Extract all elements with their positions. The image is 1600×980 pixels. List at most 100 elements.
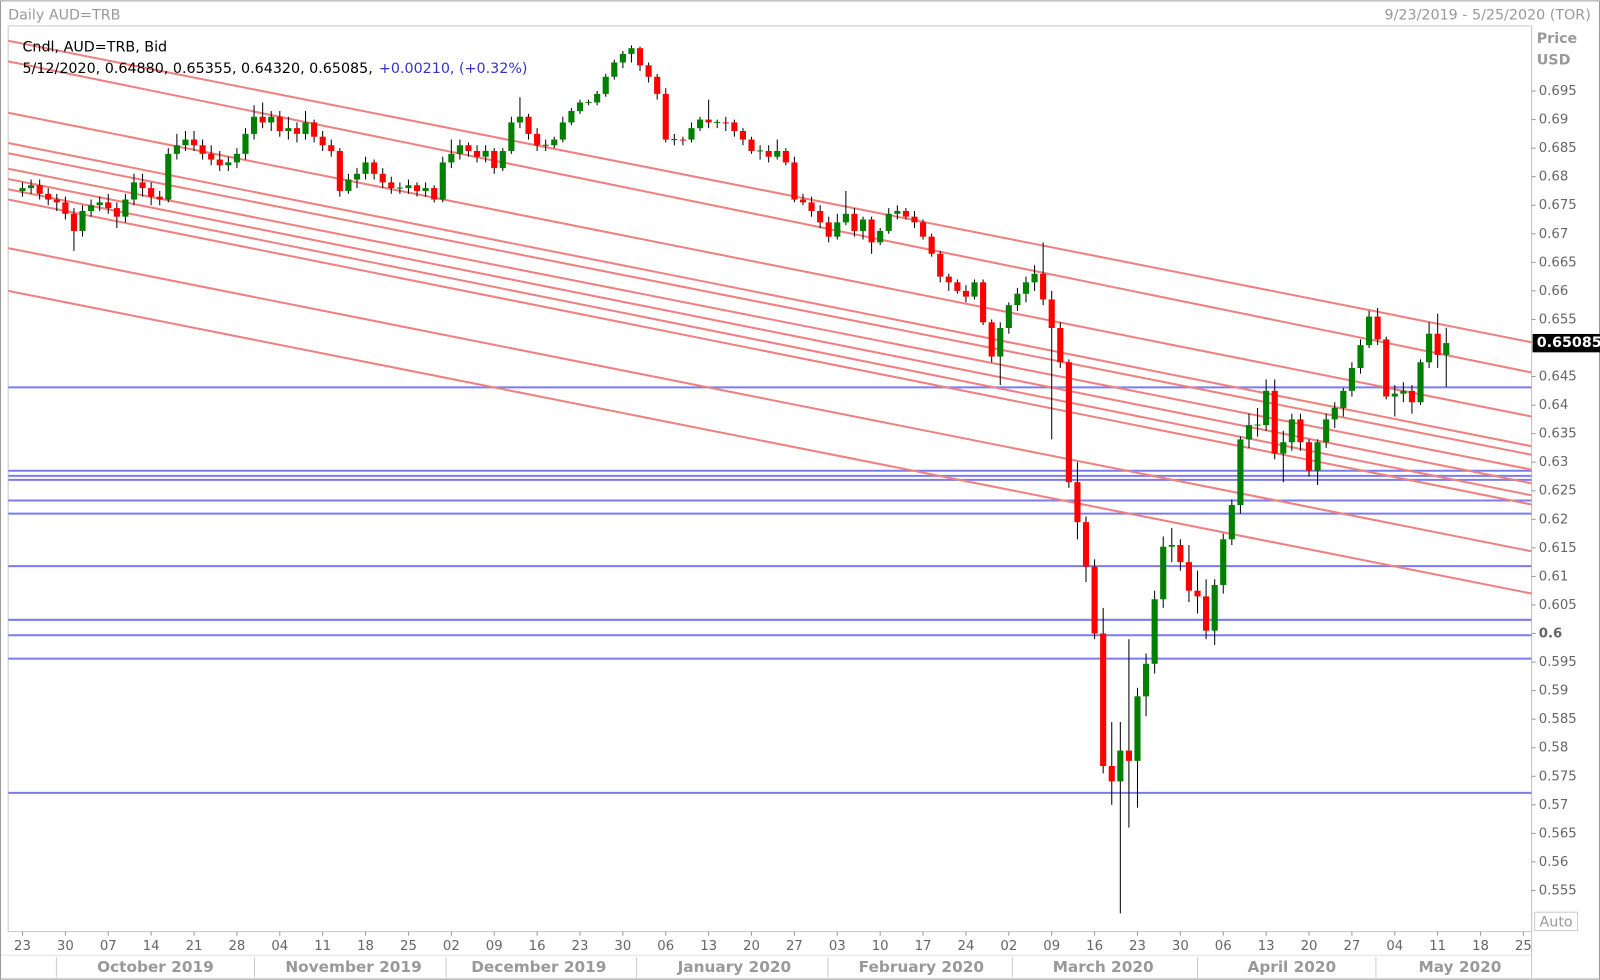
candle bbox=[19, 182, 26, 197]
candle-body bbox=[902, 210, 909, 217]
candle bbox=[1005, 302, 1012, 334]
x-tick-label: 30 bbox=[1172, 939, 1189, 954]
candle bbox=[954, 279, 961, 294]
candle bbox=[388, 176, 395, 194]
candle-body bbox=[165, 153, 172, 200]
y-tick-label: 0.655 bbox=[1539, 312, 1577, 327]
y-tick-label: 0.59 bbox=[1539, 684, 1569, 699]
candle bbox=[808, 196, 815, 217]
candle-body bbox=[1408, 390, 1416, 403]
candle-body bbox=[499, 150, 506, 169]
candle-body bbox=[79, 210, 86, 231]
month-label: March 2020 bbox=[1053, 958, 1154, 976]
y-tick-label: 0.575 bbox=[1539, 769, 1577, 784]
y-tick-label: 0.675 bbox=[1539, 198, 1577, 213]
month-label: January 2020 bbox=[677, 958, 792, 976]
y-tick-label: 0.63 bbox=[1539, 455, 1569, 470]
candle bbox=[636, 46, 644, 72]
candle bbox=[1117, 722, 1124, 914]
candle-body bbox=[1357, 345, 1364, 368]
candle bbox=[1383, 336, 1390, 400]
candle bbox=[774, 139, 781, 160]
candle-body bbox=[791, 162, 798, 200]
candle bbox=[628, 45, 635, 63]
candle bbox=[1237, 436, 1244, 514]
candle bbox=[662, 88, 669, 143]
candle-body bbox=[465, 145, 472, 151]
candle-body bbox=[96, 202, 103, 206]
candle-body bbox=[885, 213, 892, 231]
candle-body bbox=[619, 53, 626, 63]
candle bbox=[559, 116, 566, 143]
candle-body bbox=[928, 236, 935, 254]
candle bbox=[1288, 413, 1295, 451]
candle-body bbox=[954, 282, 961, 291]
candle-body bbox=[576, 102, 584, 112]
y-tick-label: 0.66 bbox=[1539, 284, 1569, 299]
candle-body bbox=[311, 122, 318, 137]
y-tick-label: 0.605 bbox=[1539, 598, 1577, 613]
candle-body bbox=[1014, 293, 1021, 306]
x-tick-label: 06 bbox=[1215, 939, 1232, 954]
y-tick-label: 0.61 bbox=[1539, 569, 1569, 584]
candle bbox=[130, 173, 138, 206]
candle bbox=[757, 145, 764, 160]
candle-body bbox=[980, 282, 987, 323]
candle-body bbox=[671, 138, 678, 141]
candle-body bbox=[1134, 696, 1141, 761]
axis-unit: USD bbox=[1537, 53, 1571, 69]
candle bbox=[353, 168, 361, 189]
candle bbox=[328, 139, 335, 157]
candle-body bbox=[122, 199, 129, 217]
candle-body bbox=[139, 182, 146, 189]
candle-body bbox=[1100, 633, 1107, 767]
candle bbox=[842, 190, 849, 226]
candle-body bbox=[534, 133, 541, 146]
x-tick-label: 18 bbox=[357, 939, 374, 954]
candle-body bbox=[988, 322, 995, 357]
scale-mode-box[interactable] bbox=[1534, 911, 1579, 932]
y-tick-label: 0.615 bbox=[1539, 541, 1577, 556]
candle bbox=[1057, 322, 1064, 368]
candle bbox=[53, 193, 60, 211]
x-tick-label: 07 bbox=[100, 939, 117, 954]
month-label: November 2019 bbox=[285, 958, 421, 976]
candle bbox=[1185, 545, 1193, 603]
candle bbox=[105, 193, 112, 214]
candle-body bbox=[1160, 546, 1167, 600]
candle bbox=[671, 133, 678, 146]
candle-body bbox=[551, 139, 558, 146]
y-tick-label: 0.685 bbox=[1539, 141, 1577, 156]
candle-body bbox=[1323, 419, 1330, 443]
trendline bbox=[8, 39, 1532, 344]
candle bbox=[1391, 385, 1398, 417]
candle bbox=[1022, 276, 1030, 303]
candle-body bbox=[242, 133, 249, 154]
candle bbox=[697, 116, 704, 132]
candle bbox=[1177, 539, 1184, 571]
candle bbox=[1323, 413, 1330, 448]
candle-body bbox=[456, 145, 463, 154]
candle-body bbox=[1031, 273, 1038, 283]
candle-body bbox=[302, 122, 309, 134]
candle-body bbox=[1245, 425, 1253, 440]
candle-body bbox=[371, 162, 378, 174]
candle bbox=[714, 119, 721, 129]
candle bbox=[997, 322, 1004, 386]
candle bbox=[877, 228, 884, 246]
y-tick-label: 0.62 bbox=[1539, 512, 1569, 527]
candle bbox=[259, 102, 266, 129]
candle bbox=[371, 159, 378, 180]
candle-body bbox=[53, 199, 60, 203]
y-tick-label: 0.645 bbox=[1539, 370, 1577, 385]
candle bbox=[1082, 516, 1090, 583]
candle bbox=[508, 116, 515, 154]
candle bbox=[551, 136, 558, 149]
candle-body bbox=[842, 213, 849, 223]
scale-mode[interactable]: Auto bbox=[1540, 914, 1573, 930]
candle bbox=[911, 210, 918, 229]
candle-body bbox=[937, 253, 944, 277]
candle bbox=[431, 185, 438, 203]
candle bbox=[474, 145, 481, 163]
candle bbox=[405, 179, 412, 194]
